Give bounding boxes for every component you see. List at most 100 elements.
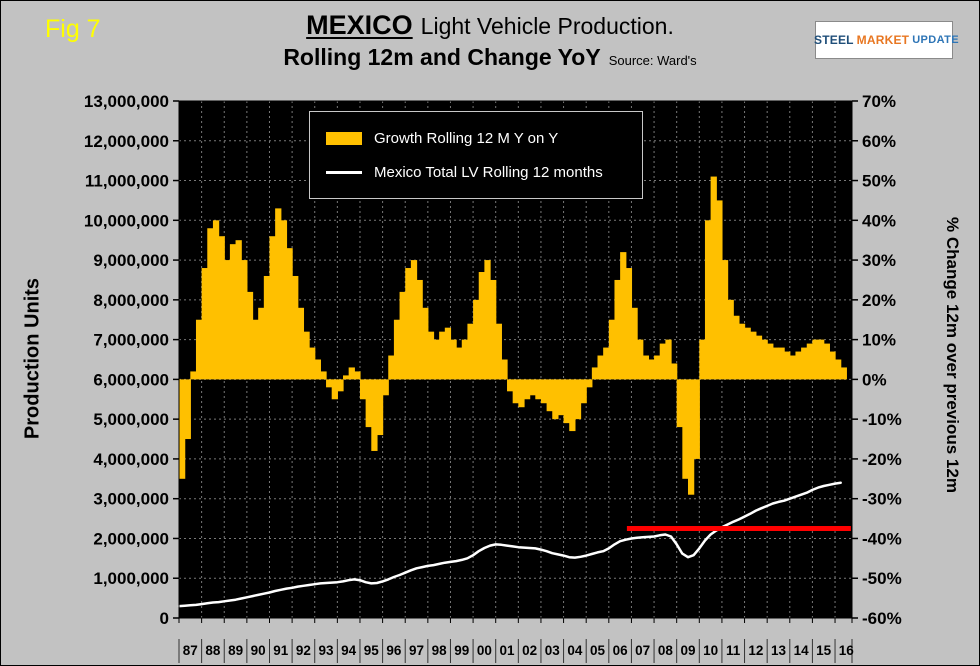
- x-axis-tick-label: 02: [522, 643, 537, 658]
- logo-text-market: MARKET: [856, 33, 910, 47]
- growth-bar: [710, 176, 717, 380]
- growth-bar: [263, 275, 271, 380]
- left-axis-tick-label: 13,000,000: [84, 92, 169, 111]
- growth-bar: [348, 367, 355, 380]
- growth-bar: [546, 379, 553, 412]
- growth-bar: [591, 367, 599, 380]
- right-axis-tick-label: 20%: [862, 291, 896, 310]
- growth-bar: [388, 355, 395, 380]
- right-axis-tick-label: -10%: [862, 410, 902, 429]
- growth-bar: [840, 367, 847, 380]
- growth-bar: [382, 379, 389, 396]
- left-axis-tick-label: 6,000,000: [93, 370, 169, 389]
- growth-bar: [806, 343, 814, 380]
- growth-bar: [461, 339, 469, 380]
- x-axis-tick-label: 98: [432, 643, 448, 658]
- growth-bar: [224, 260, 231, 380]
- x-axis-tick-label: 16: [839, 643, 855, 658]
- x-axis-tick-label: 06: [613, 643, 629, 658]
- x-axis-tick-label: 97: [409, 643, 424, 658]
- x-axis-tick-label: 99: [454, 643, 469, 658]
- growth-bar: [218, 236, 225, 380]
- title-source: Source: Ward's: [608, 52, 697, 68]
- x-axis-tick-label: 87: [183, 643, 198, 658]
- growth-bar: [603, 347, 610, 380]
- title-subtitle: Rolling 12m and Change YoY: [283, 43, 601, 70]
- growth-bar: [789, 355, 797, 380]
- left-axis-tick-label: 12,000,000: [84, 132, 169, 151]
- right-axis-title: % Change 12m over previous 12m: [943, 217, 962, 493]
- growth-bar: [309, 347, 316, 380]
- left-axis-tick-label: 10,000,000: [84, 211, 169, 230]
- logo-text-update: UPDATE: [912, 34, 960, 46]
- legend-label-rolling: Mexico Total LV Rolling 12 months: [374, 163, 603, 181]
- x-axis-tick-label: 96: [386, 643, 402, 658]
- x-axis-tick-label: 11: [726, 643, 741, 658]
- growth-bar: [495, 323, 502, 380]
- growth-bar: [410, 260, 418, 380]
- growth-bar: [512, 379, 519, 404]
- growth-bar: [835, 359, 842, 380]
- growth-bar: [320, 371, 327, 380]
- growth-bar: [665, 339, 672, 380]
- legend-bar-swatch: [326, 131, 362, 145]
- growth-bar: [523, 379, 531, 400]
- growth-bar: [331, 379, 338, 400]
- growth-bar: [755, 335, 763, 380]
- growth-bar: [801, 347, 808, 380]
- growth-bar: [484, 260, 491, 380]
- growth-bar: [473, 299, 480, 380]
- x-axis-tick-label: 14: [794, 643, 810, 658]
- growth-bar: [478, 272, 485, 380]
- left-axis-tick-label: 11,000,000: [85, 172, 169, 191]
- plot-border: [178, 100, 853, 619]
- growth-bar: [518, 379, 525, 408]
- growth-bar: [416, 279, 423, 380]
- growth-bar: [359, 379, 367, 400]
- growth-bar: [229, 244, 237, 380]
- growth-bar: [501, 359, 508, 380]
- growth-bar: [738, 323, 746, 380]
- growth-bar: [597, 355, 604, 380]
- x-axis-tick-label: 09: [680, 643, 695, 658]
- growth-bar: [687, 379, 695, 495]
- x-axis-tick-label: 94: [341, 643, 357, 658]
- growth-bar: [269, 236, 276, 380]
- growth-bar: [179, 379, 186, 479]
- growth-bar: [659, 343, 666, 380]
- x-axis-tick-label: 88: [205, 643, 221, 658]
- x-axis-tick-label: 92: [296, 643, 311, 658]
- x-axis-tick-label: 95: [364, 643, 380, 658]
- legend-item-growth: Growth Rolling 12 M Y on Y: [326, 121, 626, 155]
- legend-line-swatch: [326, 170, 362, 174]
- growth-bar: [433, 339, 440, 380]
- growth-bar: [625, 268, 633, 380]
- growth-bar: [376, 379, 384, 436]
- growth-bar: [427, 331, 435, 380]
- left-axis-title: Production Units: [21, 277, 44, 440]
- chart-title: MEXICO Light Vehicle Production. Rolling …: [161, 9, 819, 72]
- growth-bar: [552, 379, 559, 420]
- growth-bar: [456, 347, 463, 380]
- right-axis-tick-label: 70%: [862, 92, 896, 111]
- growth-bar: [422, 307, 429, 380]
- growth-bar: [535, 379, 542, 400]
- growth-bar: [727, 299, 734, 380]
- right-axis-tick-label: 0%: [862, 370, 887, 389]
- growth-bar: [569, 379, 576, 432]
- growth-bar: [671, 363, 678, 380]
- legend-item-rolling: Mexico Total LV Rolling 12 months: [326, 155, 626, 189]
- left-axis-tick-label: 8,000,000: [93, 291, 169, 310]
- left-axis-tick-label: 7,000,000: [93, 331, 169, 350]
- x-axis-tick-label: 91: [273, 643, 289, 658]
- title-line-2: Rolling 12m and Change YoY Source: Ward's: [161, 43, 819, 72]
- growth-bar: [829, 351, 836, 380]
- x-axis-tick-label: 15: [816, 643, 832, 658]
- growth-bar: [614, 279, 621, 380]
- growth-bar: [184, 379, 191, 440]
- x-axis-tick-label: 93: [318, 643, 334, 658]
- x-axis-tick-label: 10: [703, 643, 718, 658]
- left-axis-tick-label: 0: [160, 609, 169, 628]
- growth-bar: [292, 275, 299, 380]
